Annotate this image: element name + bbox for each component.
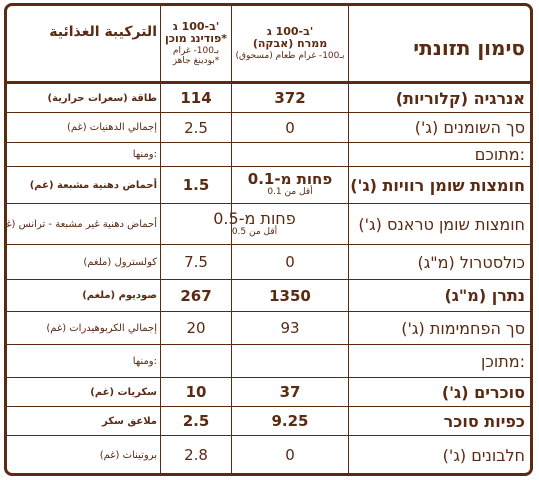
nutrient-name-arabic: ملاعق سكر	[102, 415, 157, 427]
pudding-value: 267	[180, 286, 212, 305]
table-row: طاقة (سعرات حرارية) 114 372 אנרגיה (קלוריות…	[7, 84, 530, 113]
nutrient-name-hebrew: מתוכם:	[474, 145, 525, 164]
pudding-value: 2.5	[184, 118, 208, 137]
spread-value: 1350	[269, 286, 311, 305]
nutrient-name-arabic: بروتينات (غم)	[99, 449, 157, 461]
nutrient-name-hebrew: מתוכן:	[481, 351, 525, 371]
spread-header-line2: ממרח (אבקה)	[252, 37, 328, 51]
nutrient-name-arabic: صوديوم (ملغم)	[82, 290, 157, 301]
pudding-header-arabic: بـ100- غرام بودينغ جاهز*	[172, 45, 220, 67]
table-row: سكريات (غم) 10 37 סוכרים (ג')	[7, 378, 530, 407]
nutrient-name-arabic: إجمالي الكربوهيدرات (غم)	[46, 322, 157, 334]
pudding-value: 20	[186, 319, 206, 337]
merged-value-main: פחות מ-0.5	[213, 208, 296, 228]
pudding-value	[161, 143, 231, 166]
spread-value: 0	[285, 118, 295, 137]
nutrient-name-arabic: أحماض دهنية مشبعة (غم)	[29, 179, 157, 191]
spread-value: 93	[280, 319, 300, 337]
title-arabic: التركيبة الغذائية	[49, 24, 157, 40]
nutrient-name-hebrew: כפיות סוכר	[443, 411, 525, 431]
pudding-value: 2.5	[182, 412, 210, 430]
spread-value: 0	[285, 253, 295, 271]
table-row: أحماض دهنية غير مشبعة - ترانس (غم) פחות …	[7, 204, 530, 245]
table-row: كولسترول (ملغم) 7.5 0 כולסטרול (מ"ג)	[7, 245, 530, 280]
nutrient-name-hebrew: נתרן (מ"ג)	[444, 286, 525, 305]
nutrient-name-arabic: كولسترول (ملغم)	[83, 256, 157, 268]
spread-value: 0	[285, 446, 295, 464]
pudding-value: 114	[180, 89, 212, 107]
spread-column-header: ב-100 ג' ממרח (אבקה) بـ100- غرام طعام (م…	[232, 6, 348, 81]
spread-value	[232, 143, 348, 166]
table-row: ملاعق سكر 2.5 9.25 כפיות סוכר	[7, 407, 530, 436]
spread-value: פחות מ-0.1 أقل من 0.1	[232, 167, 348, 203]
pudding-column-header: ב-100 ג' פודינג מוכן* بـ100- غرام بودينغ…	[161, 6, 231, 81]
header-row: التركيبة الغذائية ב-100 ג' פודינג מוכן* …	[7, 6, 530, 84]
nutrient-name-hebrew: סוכרים (ג')	[441, 382, 525, 402]
column-divider	[231, 6, 232, 473]
spread-value: 372	[274, 89, 306, 107]
table-row: ومنها: מתוכן:	[7, 345, 530, 378]
nutrient-name-arabic: إجمالي الدهنيات (غم)	[66, 122, 157, 133]
spread-value	[232, 345, 348, 377]
nutrient-name-hebrew: חומצות שומן טראנס (ג')	[358, 214, 525, 234]
nutrient-name-arabic: سكريات (غم)	[90, 386, 157, 398]
nutrition-label: التركيبة الغذائية ב-100 ג' פודינג מוכן* …	[4, 3, 533, 476]
spread-value: 37	[279, 383, 301, 401]
column-divider	[160, 6, 161, 473]
nutrient-name-arabic: أحماض دهنية غير مشبعة - ترانس (غم)	[4, 218, 157, 230]
spread-header-arabic: بـ100- غرام طعام (مسحوق)	[235, 50, 345, 61]
table-row: صوديوم (ملغم) 267 1350 נתרן (מ"ג)	[7, 280, 530, 312]
nutrient-name-hebrew: סך הפחמימות (ג')	[401, 318, 525, 338]
pudding-value: 10	[185, 383, 207, 401]
column-divider	[348, 6, 349, 473]
nutrient-name-arabic: طاقة (سعرات حرارية)	[47, 92, 158, 104]
spread-value-arabic: أقل من 0.1	[267, 187, 313, 198]
pudding-value	[161, 345, 231, 377]
table-row: إجمالي الدهنيات (غم) 2.5 0 סך השומנים (ג')	[7, 113, 530, 143]
nutrient-name-hebrew: חומצות שומן רוויות (ג')	[350, 175, 525, 195]
nutrient-name-hebrew: אנרגיה (קלוריות)	[395, 88, 525, 108]
pudding-header-line1: ב-100 ג'	[172, 19, 220, 33]
nutrient-name-hebrew: כולסטרול (מ"ג)	[417, 252, 525, 272]
title-hebrew: סימון תזונתי	[413, 35, 525, 60]
merged-value: פחות מ-0.5 أقل من 0.5	[161, 204, 348, 244]
spread-value-main: פחות מ-0.1	[247, 170, 333, 189]
nutrient-name-hebrew: סך השומנים (ג')	[414, 118, 525, 137]
pudding-value: 7.5	[184, 253, 208, 271]
table-row: بروتينات (غم) 2.8 0 חלבונים (ג')	[7, 436, 530, 473]
table-row: أحماض دهنية مشبعة (غم) 1.5 פחות מ-0.1 أقل…	[7, 167, 530, 204]
pudding-header-line2: פודינג מוכן*	[165, 32, 227, 46]
spread-value: 9.25	[271, 412, 309, 430]
nutrient-name-hebrew: חלבונים (ג')	[442, 445, 525, 465]
table-row: ومنها: מתוכם:	[7, 143, 530, 167]
table-row: إجمالي الكربوهيدرات (غم) 20 93 סך הפחמימות …	[7, 312, 530, 345]
merged-value-arabic: أقل من 0.5	[231, 226, 278, 237]
pudding-value: 1.5	[182, 176, 210, 194]
nutrient-name-arabic: ومنها:	[132, 355, 157, 367]
pudding-value: 2.8	[184, 446, 208, 464]
spread-header-line1: ב-100 ג'	[266, 24, 314, 38]
nutrient-name-arabic: ومنها:	[132, 149, 157, 160]
